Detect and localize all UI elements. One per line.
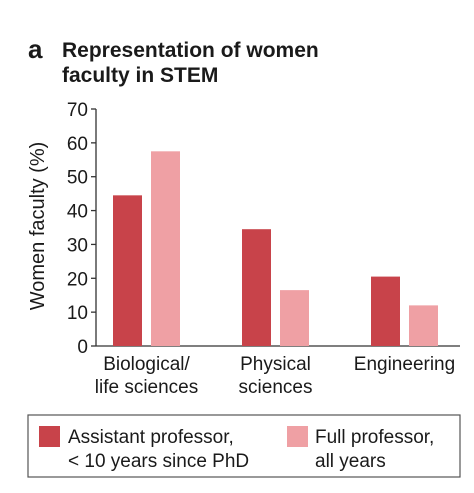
legend-swatch-full: [287, 426, 308, 447]
legend-swatch-assistant: [39, 426, 60, 447]
x-tick-label: life sciences: [95, 377, 199, 398]
legend: Assistant professor, < 10 years since Ph…: [27, 414, 461, 478]
y-tick-label: 10: [67, 303, 88, 324]
bar-series0-cat2: [371, 276, 400, 346]
y-tick-label: 40: [67, 202, 88, 223]
bar-series0-cat1: [242, 229, 271, 346]
y-tick-label: 60: [67, 134, 88, 155]
panel-letter: a: [28, 34, 43, 64]
legend-label-full-line-2: all years: [315, 451, 386, 472]
y-tick-label: 50: [67, 168, 88, 189]
legend-label-full-line-1: Full professor,: [315, 427, 434, 448]
x-tick-label: Engineering: [354, 354, 455, 375]
y-tick-label: 70: [67, 100, 88, 121]
y-axis-label: Women faculty (%): [27, 142, 49, 311]
bar-series1-cat1: [280, 290, 309, 346]
y-tick-label: 30: [67, 235, 88, 256]
x-tick-label: Physical: [240, 354, 311, 375]
bar-series1-cat2: [409, 305, 438, 346]
legend-label-assistant-line-1: Assistant professor,: [68, 427, 234, 448]
legend-label-assistant-line-2: < 10 years since PhD: [68, 451, 249, 472]
x-tick-label: Biological/: [103, 354, 190, 375]
y-tick-label: 20: [67, 269, 88, 290]
chart-title-line-1: Representation of women: [62, 39, 319, 62]
y-tick-label: 0: [77, 337, 88, 358]
x-tick-label: sciences: [239, 377, 313, 398]
axes: 0 10 20 30 40 50 60 70: [67, 100, 460, 358]
bar-series0-cat0: [113, 195, 142, 346]
chart-title-line-2: faculty in STEM: [62, 64, 218, 87]
bar-series1-cat0: [151, 151, 180, 346]
bars: [113, 151, 438, 346]
x-axis-tick-labels: Biological/life sciences Physicalsciences…: [95, 354, 455, 398]
legend-box: [27, 414, 461, 478]
